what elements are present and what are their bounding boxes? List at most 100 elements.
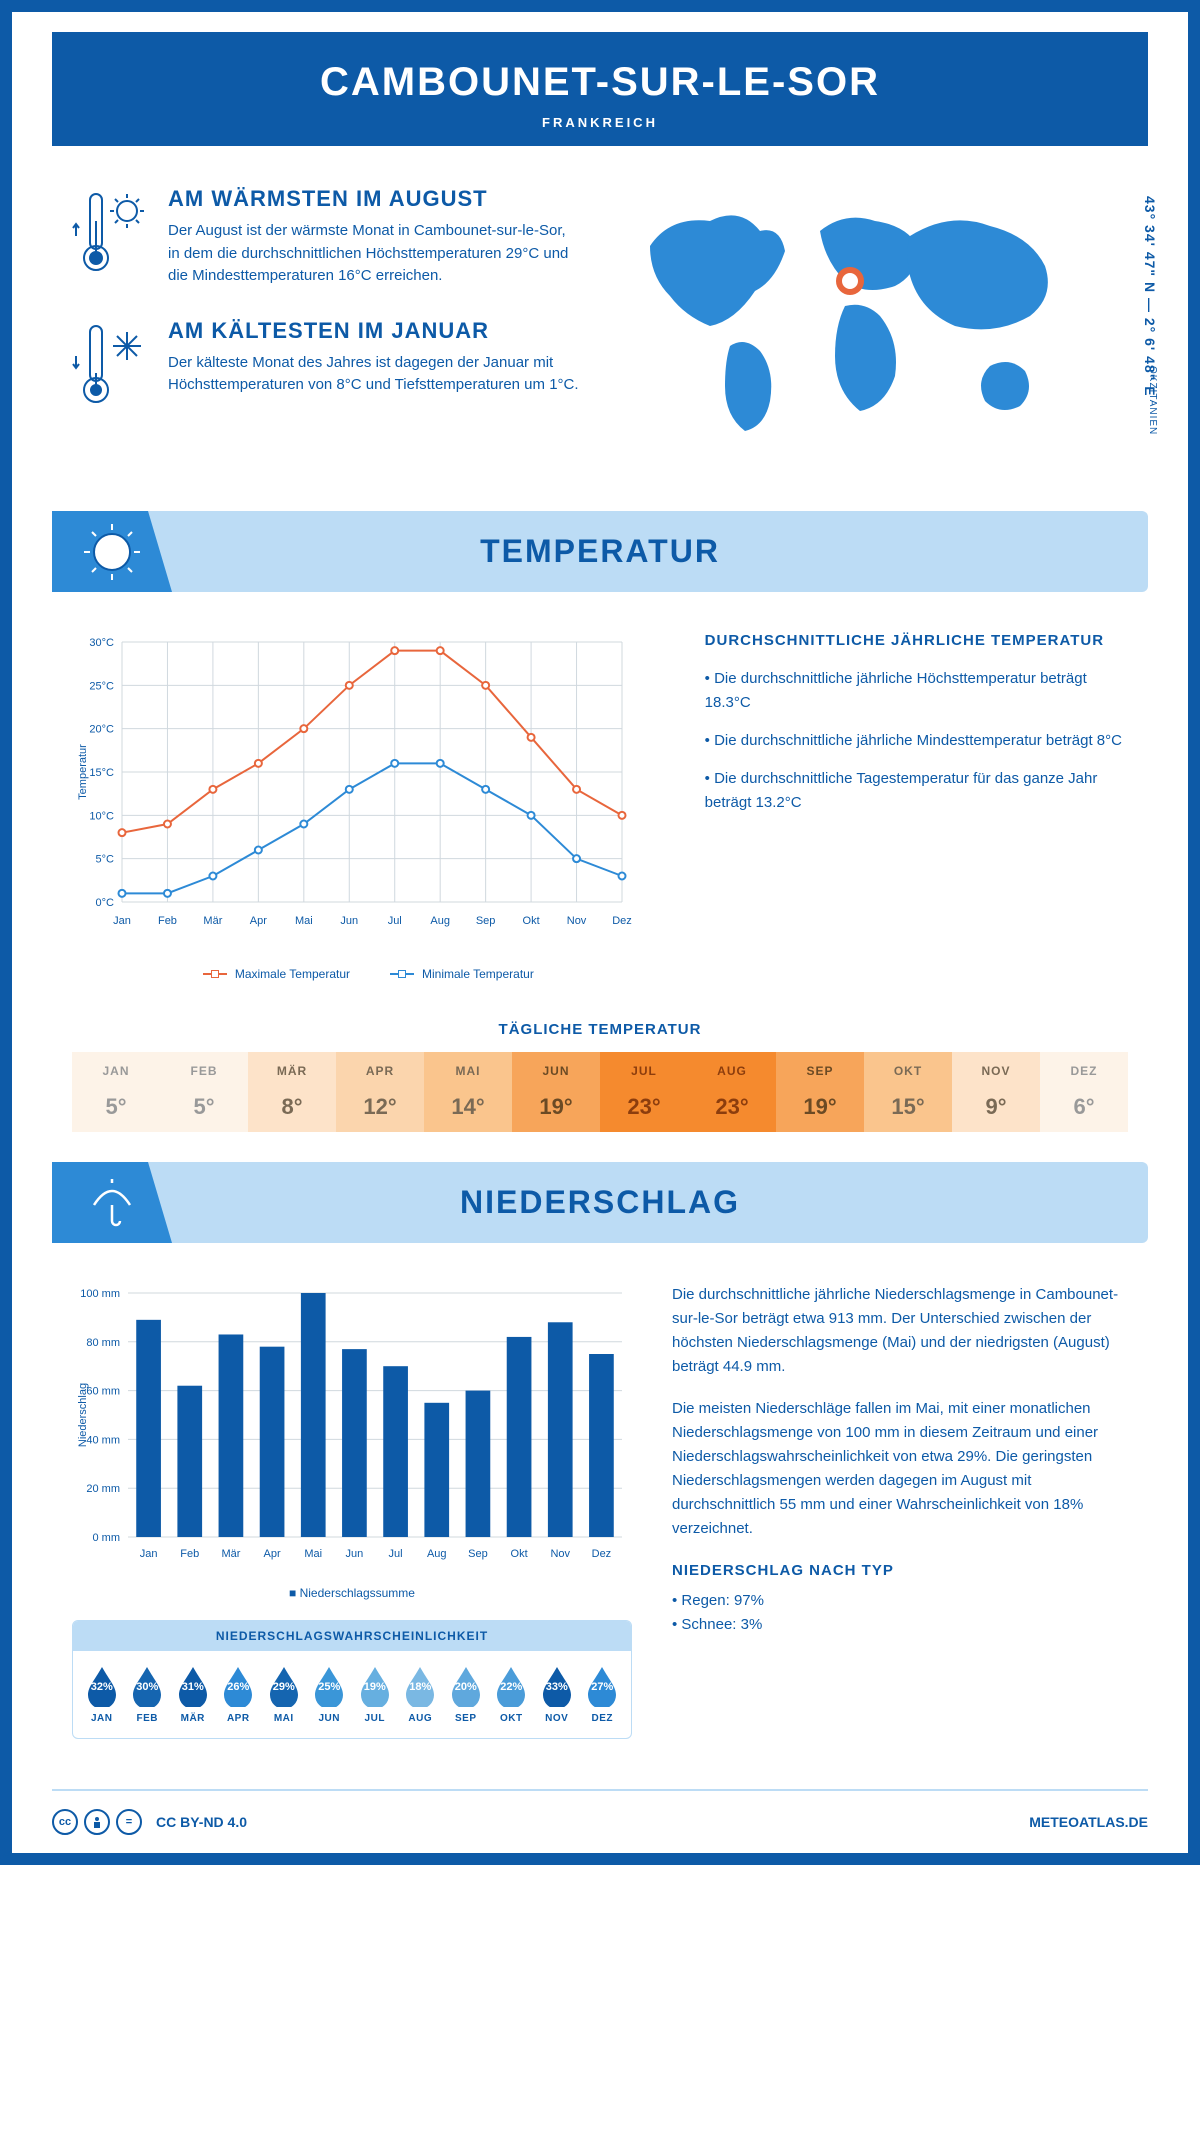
location-title: CAMBOUNET-SUR-LE-SOR — [52, 60, 1148, 105]
svg-text:15°C: 15°C — [89, 767, 114, 779]
daily-temp-cell: DEZ 6° — [1040, 1052, 1128, 1132]
temp-summary-heading: DURCHSCHNITTLICHE JÄHRLICHE TEMPERATUR — [705, 632, 1128, 649]
svg-text:20 mm: 20 mm — [86, 1483, 120, 1495]
precip-para: Die meisten Niederschläge fallen im Mai,… — [672, 1397, 1128, 1541]
precip-para: Die durchschnittliche jährliche Niedersc… — [672, 1283, 1128, 1379]
by-icon — [84, 1809, 110, 1835]
daily-temp-cell: JUL 23° — [600, 1052, 688, 1132]
prob-drop-item: 22% OKT — [491, 1665, 533, 1724]
coldest-text: Der kälteste Monat des Jahres ist dagege… — [168, 352, 580, 397]
svg-text:Aug: Aug — [430, 915, 450, 927]
precipitation-probability-box: NIEDERSCHLAGSWAHRSCHEINLICHKEIT 32% JAN … — [72, 1620, 632, 1739]
temperature-line-chart: 0°C5°C10°C15°C20°C25°C30°CJanFebMärAprMa… — [72, 632, 665, 981]
precipitation-title: NIEDERSCHLAG — [52, 1184, 1148, 1221]
svg-text:0 mm: 0 mm — [93, 1532, 121, 1544]
temperature-title: TEMPERATUR — [52, 533, 1148, 570]
precipitation-bar-chart: 0 mm 20 mm 40 mm 60 mm 80 mm 100 mm Niederschl… — [72, 1283, 632, 1600]
svg-text:Mai: Mai — [295, 915, 313, 927]
daily-temp-cell: NOV 9° — [952, 1052, 1040, 1132]
svg-text:20°C: 20°C — [89, 724, 114, 736]
prob-drop-item: 25% JUN — [309, 1665, 351, 1724]
svg-text:Nov: Nov — [567, 915, 587, 927]
svg-text:Mär: Mär — [221, 1548, 240, 1560]
svg-text:Feb: Feb — [158, 915, 177, 927]
svg-text:Okt: Okt — [523, 915, 540, 927]
prob-drop-item: 31% MÄR — [172, 1665, 214, 1724]
svg-text:Jan: Jan — [113, 915, 131, 927]
daily-temp-cell: MÄR 8° — [248, 1052, 336, 1132]
svg-text:40 mm: 40 mm — [86, 1434, 120, 1446]
intro-section: AM WÄRMSTEN IM AUGUST Der August ist der… — [12, 146, 1188, 481]
warmest-fact: AM WÄRMSTEN IM AUGUST Der August ist der… — [72, 186, 580, 288]
daily-temp-title: TÄGLICHE TEMPERATUR — [12, 1021, 1188, 1038]
svg-text:0°C: 0°C — [96, 897, 115, 909]
prob-drop-item: 30% FEB — [127, 1665, 169, 1724]
svg-text:Aug: Aug — [427, 1548, 447, 1560]
svg-text:Mär: Mär — [203, 915, 222, 927]
country-subtitle: FRANKREICH — [52, 115, 1148, 130]
prob-drop-item: 27% DEZ — [582, 1665, 624, 1724]
daily-temp-cell: AUG 23° — [688, 1052, 776, 1132]
svg-text:25°C: 25°C — [89, 680, 114, 692]
brand-text: METEOATLAS.DE — [1029, 1814, 1148, 1830]
svg-text:5°C: 5°C — [96, 854, 115, 866]
precipitation-section-header: NIEDERSCHLAG — [52, 1162, 1148, 1243]
svg-text:Okt: Okt — [511, 1548, 528, 1560]
svg-text:Dez: Dez — [612, 915, 632, 927]
svg-text:60 mm: 60 mm — [86, 1386, 120, 1398]
umbrella-icon — [84, 1175, 140, 1231]
daily-temp-cell: FEB 5° — [160, 1052, 248, 1132]
svg-text:Jan: Jan — [140, 1548, 158, 1560]
svg-text:Jun: Jun — [346, 1548, 364, 1560]
precip-type-bullet: • Regen: 97% — [672, 1589, 1128, 1613]
daily-temp-cell: JAN 5° — [72, 1052, 160, 1132]
svg-text:Nov: Nov — [550, 1548, 570, 1560]
prob-drop-item: 32% JAN — [81, 1665, 123, 1724]
temperature-section-header: TEMPERATUR — [52, 511, 1148, 592]
daily-temp-grid: JAN 5° FEB 5° MÄR 8° APR 12° MAI 14° JUN… — [72, 1052, 1128, 1132]
license-text: CC BY-ND 4.0 — [156, 1814, 247, 1830]
daily-temp-cell: APR 12° — [336, 1052, 424, 1132]
infographic-page: CAMBOUNET-SUR-LE-SOR FRANKREICH AM WÄRMS… — [0, 0, 1200, 1865]
legend-max-temp: Maximale Temperatur — [235, 967, 350, 981]
temp-bullet: • Die durchschnittliche jährliche Mindes… — [705, 729, 1128, 753]
page-header: CAMBOUNET-SUR-LE-SOR FRANKREICH — [52, 32, 1148, 146]
daily-temp-cell: SEP 19° — [776, 1052, 864, 1132]
svg-text:10°C: 10°C — [89, 810, 114, 822]
svg-text:Sep: Sep — [468, 1548, 488, 1560]
sun-icon — [82, 522, 142, 582]
svg-text:Feb: Feb — [180, 1548, 199, 1560]
svg-text:Temperatur: Temperatur — [77, 744, 89, 800]
thermometer-sun-icon — [72, 186, 152, 276]
svg-text:Sep: Sep — [476, 915, 496, 927]
cc-icon: cc — [52, 1809, 78, 1835]
precipitation-text: Die durchschnittliche jährliche Niedersc… — [672, 1283, 1128, 1739]
prob-drop-item: 33% NOV — [536, 1665, 578, 1724]
temperature-summary: DURCHSCHNITTLICHE JÄHRLICHE TEMPERATUR •… — [705, 632, 1128, 981]
thermometer-snow-icon — [72, 318, 152, 408]
daily-temp-cell: JUN 19° — [512, 1052, 600, 1132]
precip-type-heading: NIEDERSCHLAG NACH TYP — [672, 1559, 1128, 1583]
prob-drop-item: 29% MAI — [263, 1665, 305, 1724]
temperature-legend: Maximale Temperatur Minimale Temperatur — [72, 967, 665, 981]
nd-icon: = — [116, 1809, 142, 1835]
prob-drop-item: 19% JUL — [354, 1665, 396, 1724]
svg-text:30°C: 30°C — [89, 637, 114, 649]
temp-bullet: • Die durchschnittliche jährliche Höchst… — [705, 667, 1128, 715]
svg-text:Mai: Mai — [304, 1548, 322, 1560]
prob-drop-item: 18% AUG — [400, 1665, 442, 1724]
svg-text:Apr: Apr — [264, 1548, 281, 1560]
svg-text:Jun: Jun — [340, 915, 358, 927]
svg-text:100 mm: 100 mm — [80, 1288, 120, 1300]
warmest-title: AM WÄRMSTEN IM AUGUST — [168, 186, 580, 212]
coldest-fact: AM KÄLTESTEN IM JANUAR Der kälteste Mona… — [72, 318, 580, 413]
legend-min-temp: Minimale Temperatur — [422, 967, 534, 981]
prob-drop-item: 26% APR — [218, 1665, 260, 1724]
daily-temp-cell: OKT 15° — [864, 1052, 952, 1132]
prob-title: NIEDERSCHLAGSWAHRSCHEINLICHKEIT — [73, 1621, 631, 1651]
svg-text:80 mm: 80 mm — [86, 1337, 120, 1349]
precip-legend: Niederschlagssumme — [72, 1586, 632, 1600]
precip-type-bullet: • Schnee: 3% — [672, 1613, 1128, 1637]
temp-bullet: • Die durchschnittliche Tagestemperatur … — [705, 767, 1128, 815]
world-map: 43° 34' 47" N — 2° 6' 48" E OKZITANIEN — [620, 186, 1128, 451]
